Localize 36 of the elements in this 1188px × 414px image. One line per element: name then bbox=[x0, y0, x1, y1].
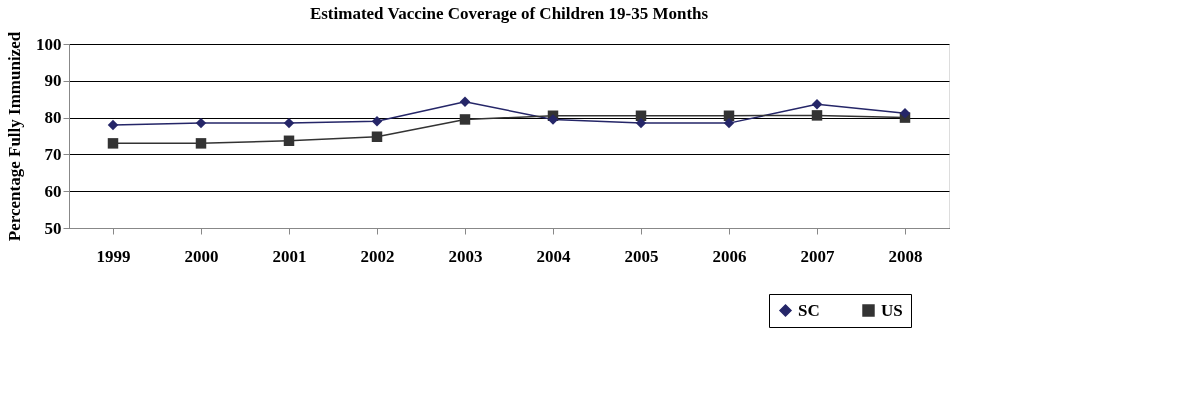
point bbox=[811, 99, 823, 110]
x-tick-label: 2001 bbox=[272, 246, 307, 266]
point bbox=[283, 117, 295, 129]
y-tick-label: 80 bbox=[44, 108, 62, 128]
point bbox=[811, 110, 823, 121]
y-axis-title: Percentage Fully Immunized bbox=[5, 31, 24, 242]
x-tick-label: 2006 bbox=[712, 246, 747, 266]
x-tick-label: 2004 bbox=[536, 246, 571, 266]
point bbox=[371, 131, 383, 142]
point bbox=[459, 96, 471, 108]
x-tick-label: 1999 bbox=[96, 246, 131, 266]
x-tick-label: 2008 bbox=[888, 246, 923, 266]
y-tick-label: 50 bbox=[44, 218, 62, 238]
x-tick-label: 2000 bbox=[184, 246, 219, 266]
x-tick-label: 2002 bbox=[360, 246, 395, 266]
y-tick-label: 70 bbox=[44, 144, 62, 164]
point bbox=[635, 117, 647, 129]
point bbox=[459, 114, 471, 125]
legend-label: US bbox=[881, 300, 903, 320]
y-tick-label: 90 bbox=[44, 71, 62, 91]
x-tick-label: 2005 bbox=[624, 246, 659, 266]
legend-label: SC bbox=[798, 300, 820, 320]
chart-title: Estimated Vaccine Coverage of Children 19-35 Months bbox=[309, 4, 709, 24]
point bbox=[371, 116, 383, 127]
y-tick-label: 60 bbox=[44, 181, 62, 201]
point bbox=[195, 138, 207, 149]
x-tick-label: 2003 bbox=[448, 246, 483, 266]
point bbox=[547, 114, 559, 125]
point bbox=[899, 107, 911, 119]
x-tick-label: 2007 bbox=[800, 246, 835, 266]
y-tick-label: 100 bbox=[36, 34, 62, 54]
point bbox=[723, 117, 735, 129]
point bbox=[107, 138, 119, 149]
point bbox=[107, 119, 119, 131]
point bbox=[195, 117, 207, 129]
point bbox=[283, 135, 295, 147]
